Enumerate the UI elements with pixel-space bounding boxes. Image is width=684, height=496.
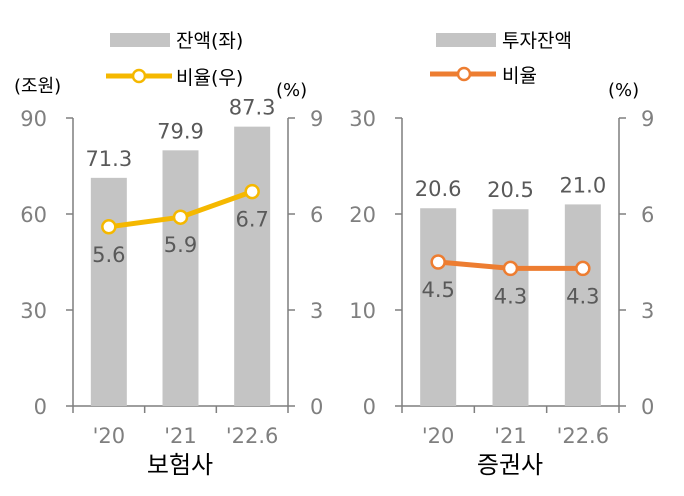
right-tick-label: 3 [641,299,654,323]
line-value-label: 4.5 [421,278,454,302]
line-value-label: 6.7 [235,208,268,232]
left-tick-label: 10 [349,299,376,323]
bar-value-label: 20.5 [487,178,534,202]
right-tick-label: 3 [310,299,323,323]
right-unit-insurance: (%) [276,80,307,101]
legend-bar-swatch-insurance [110,33,170,47]
right-tick-label: 6 [641,203,654,227]
left-tick-label: 20 [349,203,376,227]
x-tick-label: '20 [422,424,455,448]
line-value-label: 5.6 [92,243,125,267]
legend-bar-label-insurance: 잔액(좌) [176,30,243,52]
line-point [244,183,260,200]
left-tick-label: 30 [349,107,376,131]
panel-title-securities: 증권사 [477,451,543,479]
legend-line-marker-insurance [131,68,147,84]
right-tick-label: 0 [310,395,323,419]
bar [420,208,457,406]
line-value-label: 5.9 [164,233,197,257]
bar-value-label: 71.3 [85,147,132,171]
legend-line-marker-securities [456,66,472,82]
line-point [575,260,591,277]
x-tick-label: '22.6 [557,424,610,448]
line-point [430,254,446,270]
x-tick-label: '21 [494,424,527,448]
left-unit-insurance: (조원) [14,76,61,97]
legend-bar-label-securities: 투자잔액 [502,30,572,52]
bar [564,204,601,406]
panel-title-insurance: 보험사 [147,451,213,479]
left-tick-label: 0 [363,395,376,419]
bar-value-label: 87.3 [229,96,276,120]
line-point [502,260,519,277]
left-tick-label: 90 [20,107,47,131]
bar [234,126,271,406]
left-tick-label: 60 [20,203,47,227]
line-point [172,209,189,225]
panel-insurance: 잔액(좌) 비율(우) (조원) (%) 0 30 60 90 0 3 6 9 '20 '21 '2… [14,30,323,479]
line-value-label: 4.3 [494,284,527,308]
x-tick-label: '22.6 [226,424,279,448]
left-tick-label: 30 [20,299,47,323]
legend-bar-swatch-securities [436,33,496,47]
bar-value-label: 20.6 [415,177,462,201]
right-tick-label: 6 [310,203,323,227]
x-tick-label: '21 [164,424,197,448]
right-unit-securities: (%) [608,80,639,101]
right-tick-label: 9 [641,107,654,131]
right-tick-label: 9 [310,107,323,131]
legend-line-label-insurance: 비율(우) [176,67,243,89]
line-value-label: 4.3 [566,284,599,308]
bar [492,209,529,406]
bar-value-label: 79.9 [157,119,204,143]
x-tick-label: '20 [93,424,126,448]
bar [90,177,127,406]
left-tick-label: 0 [34,395,47,419]
right-tick-label: 0 [641,395,654,419]
legend-line-label-securities: 비율 [502,65,537,87]
bar [162,150,199,406]
panel-securities: 투자잔액 비율 (%) 0 10 20 30 0 3 6 9 '20 '21 '22.6 20.6 20… [349,30,654,479]
bar-value-label: 21.0 [559,173,606,197]
line-point [101,219,117,235]
